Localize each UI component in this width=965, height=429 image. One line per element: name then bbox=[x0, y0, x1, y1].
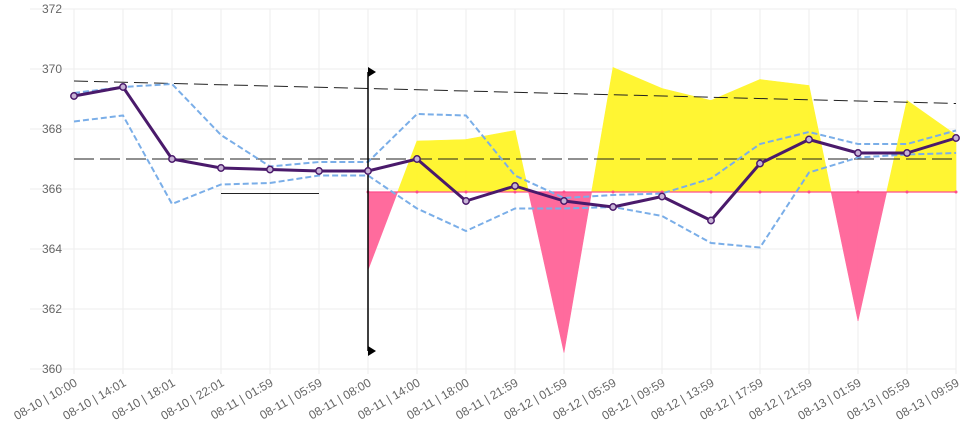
main-series-point bbox=[462, 197, 470, 205]
baseline-point bbox=[415, 190, 419, 194]
fill-area-above bbox=[465, 130, 516, 193]
baseline-point bbox=[513, 190, 517, 194]
y-tick-label: 372 bbox=[42, 2, 62, 16]
y-tick-label: 360 bbox=[42, 362, 62, 376]
baseline-point bbox=[758, 190, 762, 194]
y-tick-label: 368 bbox=[42, 122, 62, 136]
main-series-point bbox=[364, 167, 372, 175]
baseline-point bbox=[807, 190, 811, 194]
main-series-point bbox=[609, 203, 617, 211]
main-series-point bbox=[756, 159, 764, 168]
trend-line-upper bbox=[73, 80, 957, 104]
main-series-point bbox=[805, 135, 813, 144]
fill-area-above bbox=[661, 88, 712, 193]
main-series-point bbox=[217, 164, 225, 172]
main-series-point bbox=[413, 155, 421, 163]
main-series-point bbox=[854, 149, 862, 157]
main-series-point bbox=[560, 197, 568, 205]
baseline-point bbox=[562, 190, 566, 194]
y-tick-label: 364 bbox=[42, 242, 62, 256]
main-series-point bbox=[903, 149, 911, 157]
fill-area-below bbox=[591, 67, 614, 193]
y-tick-label: 362 bbox=[42, 302, 62, 316]
main-series-point bbox=[70, 92, 78, 100]
marker-arrowhead bbox=[368, 346, 376, 356]
fill-area-below bbox=[397, 140, 418, 193]
baseline-point bbox=[954, 190, 958, 194]
main-series-point bbox=[511, 182, 519, 190]
fill-area-below bbox=[367, 191, 399, 271]
baseline-point bbox=[905, 190, 909, 194]
main-series-point bbox=[707, 216, 715, 225]
baseline-point bbox=[709, 190, 713, 194]
fill-area-below bbox=[563, 191, 592, 353]
main-series-point bbox=[266, 165, 274, 174]
y-tick-label: 366 bbox=[42, 182, 62, 196]
main-series-point bbox=[168, 155, 176, 163]
fill-area-below bbox=[886, 100, 908, 193]
main-series-point bbox=[315, 167, 323, 175]
fill-area-above bbox=[710, 79, 761, 193]
fill-area-below bbox=[528, 191, 565, 353]
baseline-point bbox=[611, 190, 615, 194]
marker-arrowhead bbox=[368, 67, 376, 77]
y-tick-label: 370 bbox=[42, 62, 62, 76]
fill-area-below bbox=[857, 191, 888, 322]
baseline-point bbox=[464, 190, 468, 194]
baseline-point bbox=[856, 190, 860, 194]
main-series-point bbox=[119, 83, 127, 91]
main-series-point bbox=[952, 134, 960, 142]
fill-area-below bbox=[830, 191, 859, 322]
band-lower-line bbox=[73, 114, 957, 249]
main-series-point bbox=[658, 192, 666, 201]
fill-area-above bbox=[759, 79, 810, 193]
fill-area-above bbox=[612, 67, 663, 193]
